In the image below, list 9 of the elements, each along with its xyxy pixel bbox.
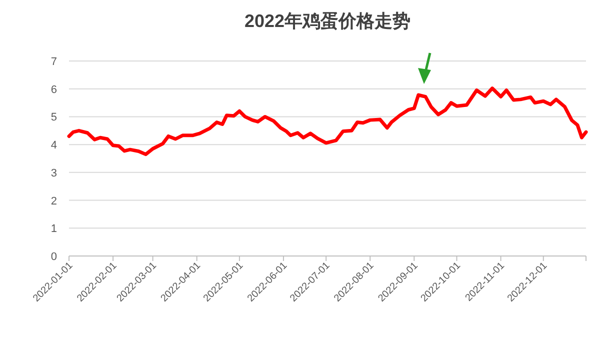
y-tick-label: 2 [50,195,57,208]
y-tick-label: 6 [50,84,57,96]
y-tick-label: 1 [50,223,57,236]
y-tick-label: 0 [50,251,57,263]
y-tick-label: 5 [50,112,57,124]
y-tick-label: 3 [50,167,57,180]
y-tick-label: 4 [50,140,57,152]
chart-title: 2022年鸡蛋价格走势 [244,11,411,31]
y-tick-label: 7 [50,56,57,68]
